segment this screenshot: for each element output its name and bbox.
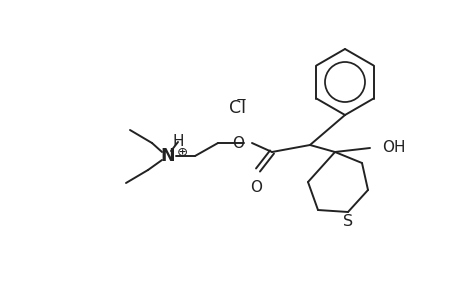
Text: O: O <box>249 180 262 195</box>
Text: −: − <box>235 94 246 106</box>
Text: ⊕: ⊕ <box>176 146 187 158</box>
Text: N: N <box>160 147 175 165</box>
Text: S: S <box>342 214 353 230</box>
Text: O: O <box>231 136 243 151</box>
Text: OH: OH <box>381 140 405 155</box>
Text: H: H <box>172 134 183 149</box>
Text: Cl: Cl <box>229 99 246 117</box>
